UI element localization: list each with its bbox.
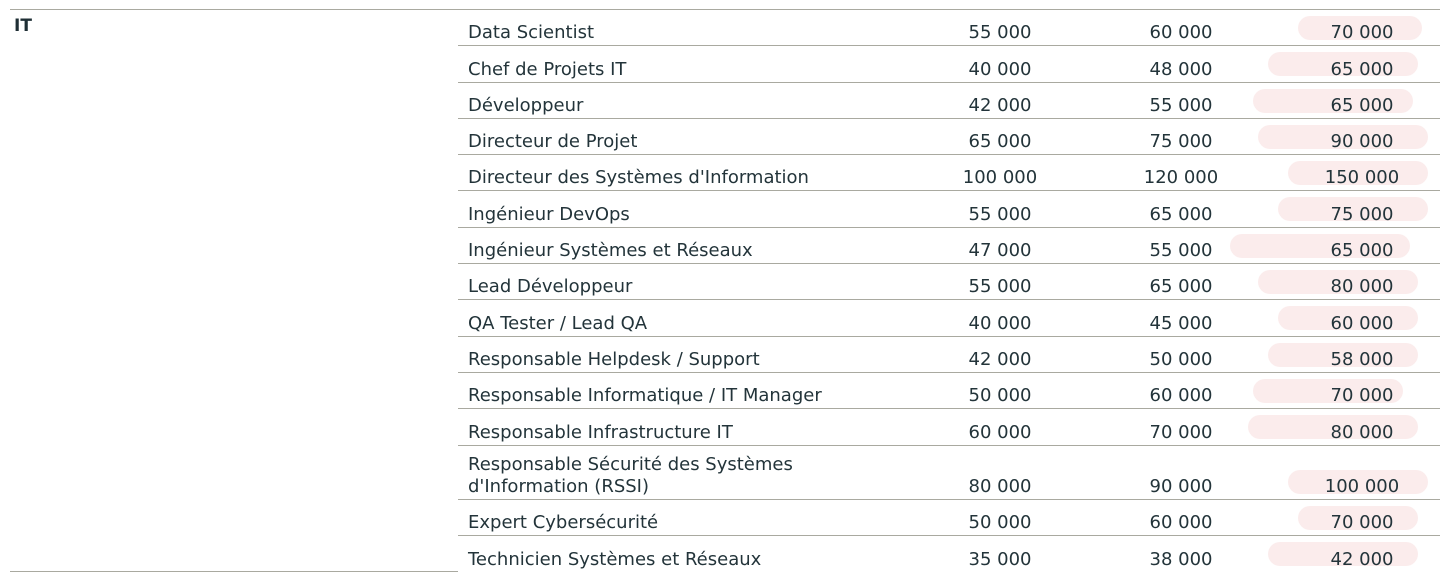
- salary-high: 100 000: [1324, 475, 1400, 497]
- salary-mid: 65 000: [1149, 276, 1213, 298]
- highlight-mark: [1253, 88, 1413, 113]
- highlight-mark: [1288, 161, 1428, 186]
- highlight-mark: [1268, 52, 1418, 77]
- salary-high: 60 000: [1330, 312, 1394, 334]
- salary-low: 100 000: [962, 167, 1038, 189]
- salary-mid: 90 000: [1149, 475, 1213, 497]
- salary-low: 42 000: [968, 94, 1032, 116]
- job-title: Expert Cybersécurité: [468, 511, 659, 533]
- salary-mid: 120 000: [1143, 167, 1219, 189]
- salary-table: Data Scientist 55 000 60 000 70 000 Chef…: [458, 10, 1440, 572]
- salary-low: 35 000: [968, 549, 1032, 571]
- salary-high: 65 000: [1330, 58, 1394, 80]
- salary-mid: 55 000: [1149, 240, 1213, 262]
- job-title: Responsable Helpdesk / Support: [468, 348, 760, 370]
- salary-mid: 65 000: [1149, 203, 1213, 225]
- highlight-mark: [1298, 505, 1418, 530]
- highlight-mark: [1248, 415, 1418, 440]
- salary-low: 65 000: [968, 131, 1032, 153]
- salary-low: 47 000: [968, 240, 1032, 262]
- salary-low: 80 000: [968, 475, 1032, 497]
- job-title: Responsable Informatique / IT Manager: [468, 385, 822, 407]
- job-title: Ingénieur DevOps: [468, 203, 630, 225]
- salary-mid: 50 000: [1149, 348, 1213, 370]
- salary-high: 80 000: [1330, 276, 1394, 298]
- salary-low: 50 000: [968, 511, 1032, 533]
- table-row: Directeur des Systèmes d'Information 100…: [458, 155, 1440, 192]
- highlight-mark: [1253, 378, 1403, 403]
- salary-high: 80 000: [1330, 421, 1394, 443]
- job-title: Chef de Projets IT: [468, 58, 627, 80]
- highlight-mark: [1258, 270, 1418, 295]
- salary-low: 60 000: [968, 421, 1032, 443]
- highlight-mark: [1298, 16, 1422, 40]
- job-title: Directeur de Projet: [468, 131, 638, 153]
- salary-high: 42 000: [1330, 549, 1394, 571]
- job-title: Développeur: [468, 94, 584, 116]
- job-title: Lead Développeur: [468, 276, 633, 298]
- salary-high: 58 000: [1330, 348, 1394, 370]
- salary-high: 75 000: [1330, 203, 1394, 225]
- job-title: QA Tester / Lead QA: [468, 312, 648, 334]
- table-row: Responsable Informatique / IT Manager 50…: [458, 373, 1440, 410]
- salary-high: 90 000: [1330, 131, 1394, 153]
- salary-mid: 60 000: [1149, 385, 1213, 407]
- salary-high: 70 000: [1330, 511, 1394, 533]
- top-divider: [10, 9, 1440, 10]
- job-title: Ingénieur Systèmes et Réseaux: [468, 240, 753, 262]
- highlight-mark: [1278, 197, 1428, 222]
- table-row: Technicien Systèmes et Réseaux 35 000 38…: [458, 536, 1440, 572]
- job-title: Directeur des Systèmes d'Information: [468, 167, 809, 189]
- job-title: Data Scientist: [468, 22, 594, 44]
- salary-mid: 38 000: [1149, 549, 1213, 571]
- job-title: Responsable Infrastructure IT: [468, 421, 733, 443]
- salary-mid: 70 000: [1149, 421, 1213, 443]
- salary-mid: 55 000: [1149, 94, 1213, 116]
- section-title: IT: [14, 16, 32, 36]
- salary-low: 55 000: [968, 22, 1032, 44]
- salary-mid: 60 000: [1149, 511, 1213, 533]
- salary-mid: 45 000: [1149, 312, 1213, 334]
- salary-high: 150 000: [1324, 167, 1400, 189]
- salary-high: 65 000: [1330, 240, 1394, 262]
- table-row: Chef de Projets IT 40 000 48 000 65 000: [458, 46, 1440, 83]
- job-title: Responsable Sécurité des Systèmes d'Info…: [468, 453, 793, 497]
- table-row: Lead Développeur 55 000 65 000 80 000: [458, 264, 1440, 301]
- salary-high: 65 000: [1330, 94, 1394, 116]
- table-row: QA Tester / Lead QA 40 000 45 000 60 000: [458, 300, 1440, 337]
- highlight-mark: [1288, 469, 1428, 494]
- salary-low: 50 000: [968, 385, 1032, 407]
- table-row: Expert Cybersécurité 50 000 60 000 70 00…: [458, 500, 1440, 536]
- salary-low: 42 000: [968, 348, 1032, 370]
- highlight-mark: [1278, 306, 1418, 331]
- salary-high: 70 000: [1330, 22, 1394, 44]
- job-title: Technicien Systèmes et Réseaux: [468, 549, 762, 571]
- salary-mid: 48 000: [1149, 58, 1213, 80]
- highlight-mark: [1230, 233, 1410, 258]
- table-row: Développeur 42 000 55 000 65 000: [458, 83, 1440, 119]
- table-row: Data Scientist 55 000 60 000 70 000: [458, 10, 1440, 47]
- table-row: Ingénieur Systèmes et Réseaux 47 000 55 …: [458, 228, 1440, 265]
- table-row: Directeur de Projet 65 000 75 000 90 000: [458, 119, 1440, 156]
- highlight-mark: [1258, 124, 1428, 149]
- salary-low: 55 000: [968, 276, 1032, 298]
- highlight-mark: [1268, 541, 1418, 566]
- table-row: Ingénieur DevOps 55 000 65 000 75 000: [458, 191, 1440, 228]
- salary-low: 40 000: [968, 312, 1032, 334]
- salary-low: 40 000: [968, 58, 1032, 80]
- table-row: Responsable Helpdesk / Support 42 000 50…: [458, 337, 1440, 373]
- salary-mid: 75 000: [1149, 131, 1213, 153]
- salary-low: 55 000: [968, 203, 1032, 225]
- table-row: Responsable Infrastructure IT 60 000 70 …: [458, 409, 1440, 446]
- bottom-divider: [10, 571, 458, 572]
- salary-mid: 60 000: [1149, 22, 1213, 44]
- table-row: Responsable Sécurité des Systèmes d'Info…: [458, 446, 1440, 500]
- salary-high: 70 000: [1330, 385, 1394, 407]
- highlight-mark: [1268, 342, 1418, 367]
